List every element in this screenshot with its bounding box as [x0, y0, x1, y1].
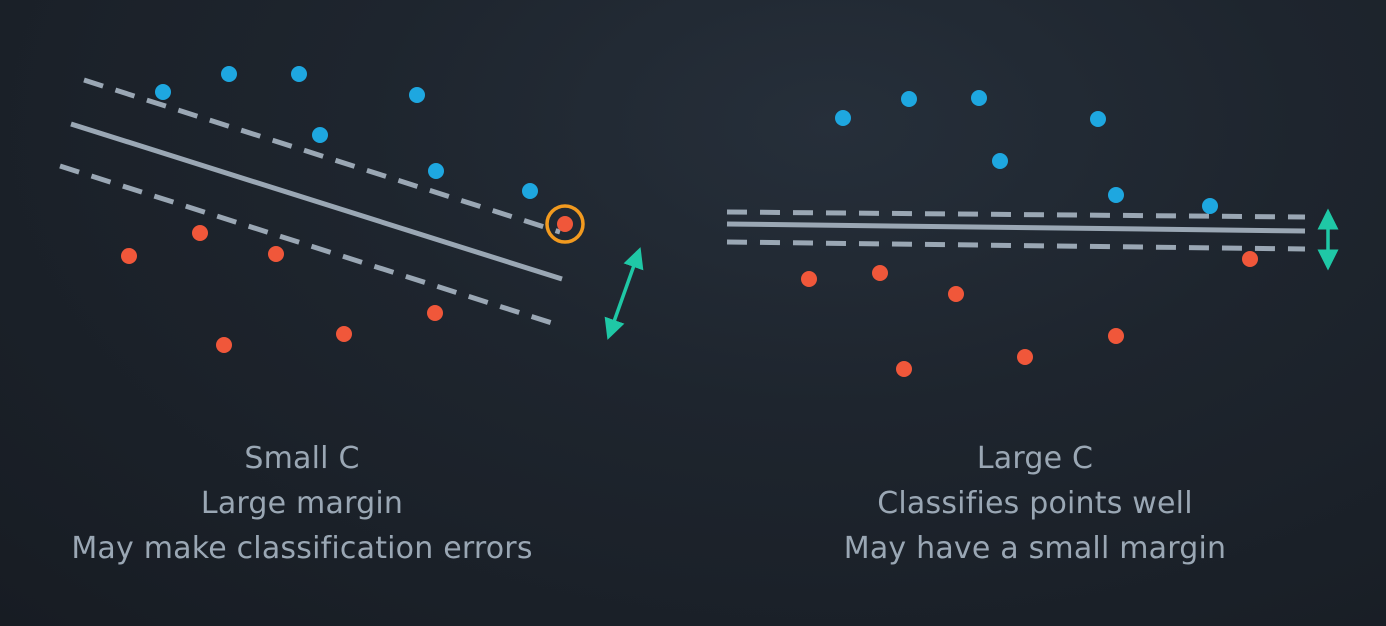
caption-large-c: Large C Classifies points well May have …	[685, 436, 1385, 571]
class-a-point	[971, 90, 987, 106]
class-a-point	[1090, 111, 1106, 127]
class-b-point	[801, 271, 817, 287]
caption-title: Large C	[976, 441, 1094, 476]
caption-small-c: Small C Large margin May make classifica…	[0, 436, 652, 571]
class-b-point	[872, 265, 888, 281]
class-a-point	[409, 87, 425, 103]
class-a-point	[901, 91, 917, 107]
caption-line: Large margin	[200, 486, 404, 521]
class-b-point	[427, 305, 443, 321]
class-a-point	[1108, 187, 1124, 203]
class-b-point	[336, 326, 352, 342]
class-a-point	[291, 66, 307, 82]
class-a-point	[1202, 198, 1218, 214]
class-a-point	[312, 127, 328, 143]
class-b-point	[1242, 251, 1258, 267]
margin-line-lower	[726, 239, 1306, 252]
margin-line-upper	[83, 77, 561, 235]
class-b-points	[801, 251, 1258, 377]
decision-boundary-line	[726, 221, 1306, 234]
margin-line-upper	[726, 209, 1306, 220]
class-a-point	[428, 163, 444, 179]
class-a-point	[155, 84, 171, 100]
class-b-point	[216, 337, 232, 353]
class-b-point	[1017, 349, 1033, 365]
caption-line: Classifies points well	[877, 486, 1193, 521]
class-a-point	[835, 110, 851, 126]
margin-line-lower	[59, 163, 553, 326]
class-a-points	[155, 66, 538, 199]
class-b-point	[896, 361, 912, 377]
class-a-point	[221, 66, 237, 82]
error-highlight-ring	[545, 204, 585, 244]
panel-small-c	[59, 66, 644, 353]
margin-width-arrow	[604, 247, 644, 340]
class-a-point	[522, 183, 538, 199]
class-b-point	[948, 286, 964, 302]
misclassified-point	[557, 216, 573, 232]
caption-line: May have a small margin	[843, 531, 1227, 566]
panel-large-c	[726, 90, 1339, 377]
class-b-points	[121, 216, 573, 353]
class-b-point	[1108, 328, 1124, 344]
class-b-point	[121, 248, 137, 264]
decision-boundary-line	[70, 121, 563, 282]
caption-title: Small C	[244, 441, 360, 476]
class-a-points	[835, 90, 1218, 214]
class-b-point	[192, 225, 208, 241]
class-b-point	[268, 246, 284, 262]
class-a-point	[992, 153, 1008, 169]
caption-line: May make classification errors	[71, 531, 533, 566]
